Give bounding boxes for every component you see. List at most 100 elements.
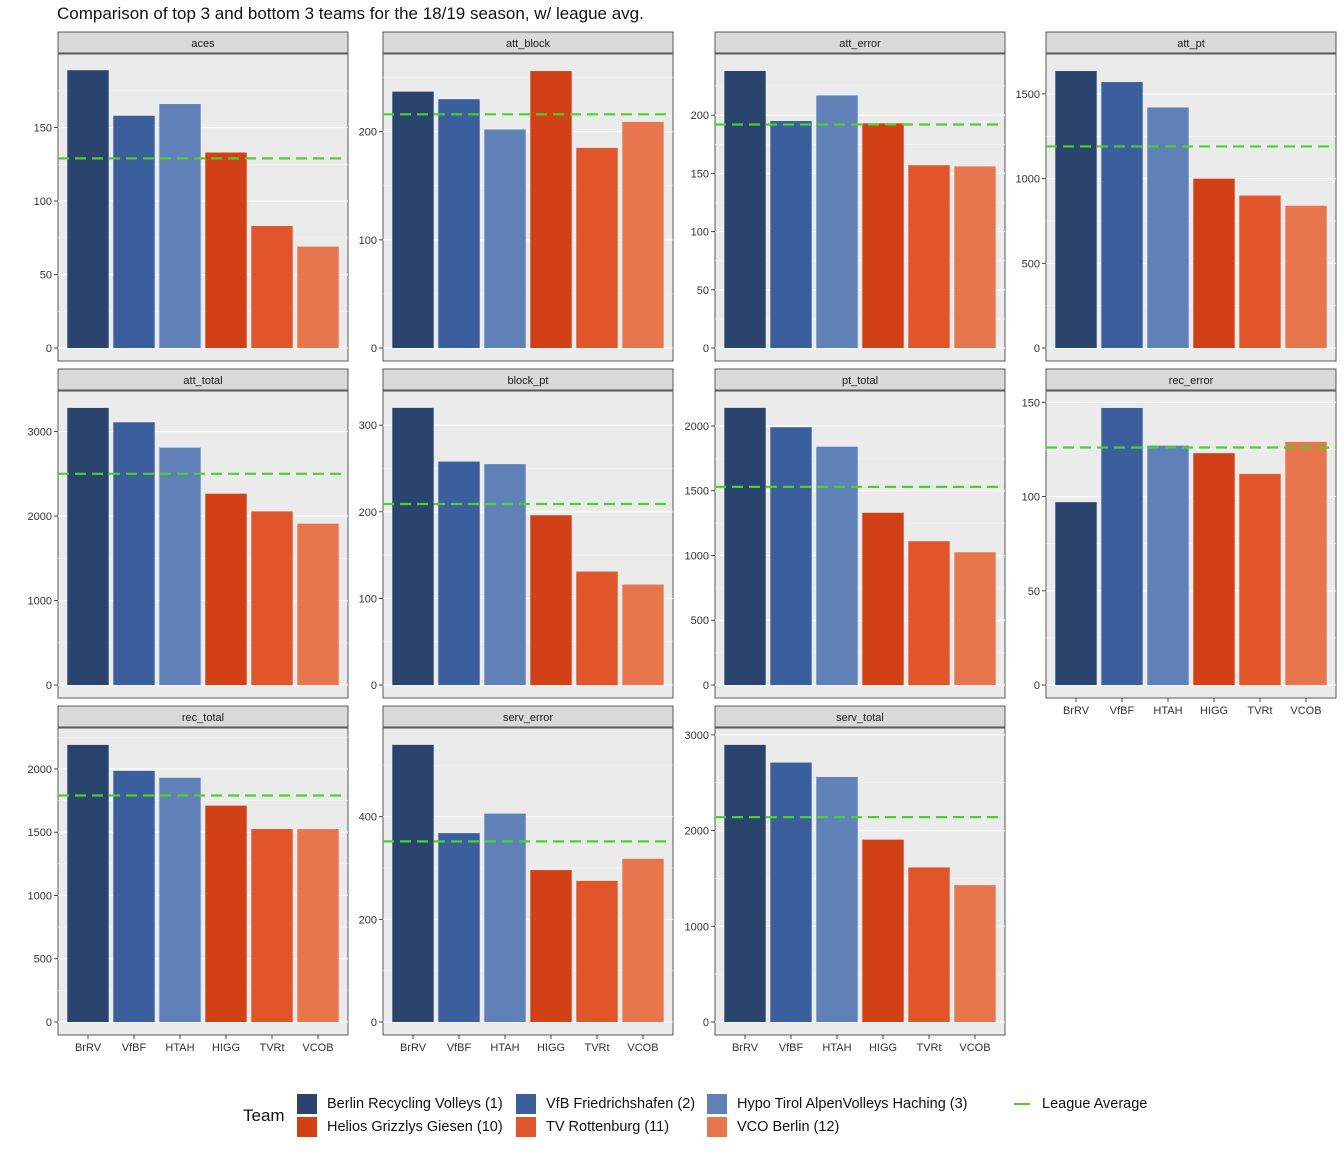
y-tick-label: 50 (40, 270, 52, 282)
x-tick-label: TVRt (916, 1042, 941, 1054)
bar-htah (816, 95, 858, 348)
bar-htah (159, 777, 201, 1022)
legend-title: Team (243, 1106, 285, 1125)
bar-vfbf (438, 833, 480, 1022)
facet-strip (382, 705, 674, 728)
facet-strip (57, 368, 349, 391)
bar-vcob (297, 246, 339, 348)
legend-swatch (516, 1117, 536, 1137)
x-tick-label: TVRt (584, 1042, 609, 1054)
bar-vcob (297, 523, 339, 685)
legend-item-vcob: VCO Berlin (12) (707, 1117, 839, 1137)
facet-strip (1045, 368, 1337, 391)
y-tick-label: 1000 (685, 550, 709, 562)
bar-tvrt (251, 511, 293, 685)
facet-label: serv_error (503, 712, 553, 724)
y-tick-label: 100 (359, 593, 377, 605)
facet-strip (714, 705, 1006, 728)
bar-vcob (1285, 441, 1327, 685)
y-tick-label: 2000 (685, 421, 709, 433)
facet-label: att_pt (1177, 38, 1205, 50)
y-tick-label: 1500 (1016, 89, 1040, 101)
y-tick-label: 50 (697, 285, 709, 297)
y-tick-label: 1000 (685, 921, 709, 933)
bar-vcob (622, 121, 664, 348)
legend-dashed-line (1012, 1094, 1032, 1114)
y-tick-label: 0 (46, 1017, 52, 1029)
y-tick-label: 3000 (28, 427, 52, 439)
bar-htah (159, 447, 201, 685)
facet-label: aces (191, 38, 215, 50)
x-tick-label: VfBF (1110, 705, 1135, 717)
bar-brrv (724, 744, 766, 1022)
legend-item-higg: Helios Grizzlys Giesen (10) (297, 1117, 503, 1137)
bar-vfbf (770, 762, 812, 1022)
facet-label: serv_total (836, 712, 884, 724)
bar-brrv (392, 91, 434, 349)
chart-title: Comparison of top 3 and bottom 3 teams f… (57, 4, 644, 23)
facet-strip (57, 705, 349, 728)
bar-higg (1193, 178, 1235, 348)
legend-label: Helios Grizzlys Giesen (10) (327, 1119, 503, 1135)
bar-higg (862, 123, 904, 349)
bar-vfbf (438, 461, 480, 685)
y-tick-label: 1500 (28, 827, 52, 839)
bar-higg (205, 805, 247, 1022)
y-tick-label: 150 (34, 123, 52, 135)
legend-item-league-average: League Average (1012, 1094, 1147, 1114)
legend-swatch (707, 1094, 727, 1114)
facet-strip (714, 368, 1006, 391)
facet-label: att_block (506, 38, 551, 50)
y-tick-label: 100 (34, 196, 52, 208)
facet-label: att_error (839, 38, 881, 50)
facet-label: pt_total (842, 375, 878, 387)
y-tick-label: 100 (359, 235, 377, 247)
x-tick-label: VCOB (1290, 705, 1321, 717)
x-tick-label: HTAH (1153, 705, 1182, 717)
bar-vcob (622, 858, 664, 1022)
x-tick-label: VfBF (447, 1042, 472, 1054)
legend-item-htah: Hypo Tirol AlpenVolleys Haching (3) (707, 1094, 968, 1114)
bar-brrv (392, 407, 434, 685)
bar-brrv (67, 744, 109, 1022)
bar-higg (862, 839, 904, 1022)
bar-htah (816, 776, 858, 1022)
legend-item-tvrt: TV Rottenburg (11) (516, 1117, 669, 1137)
bar-vcob (954, 166, 996, 348)
legend-label: Hypo Tirol AlpenVolleys Haching (3) (737, 1096, 968, 1112)
bar-vcob (954, 552, 996, 685)
y-tick-label: 2000 (28, 511, 52, 523)
legend-item-brrv: Berlin Recycling Volleys (1) (297, 1094, 503, 1114)
bar-vfbf (770, 121, 812, 349)
y-tick-label: 100 (691, 227, 709, 239)
y-tick-label: 0 (46, 343, 52, 355)
facet-strip (714, 31, 1006, 54)
facet-strip (382, 368, 674, 391)
bar-tvrt (908, 165, 950, 348)
y-tick-label: 2000 (28, 764, 52, 776)
bar-higg (862, 512, 904, 685)
bar-htah (1147, 445, 1189, 685)
legend-label: League Average (1042, 1096, 1148, 1112)
y-tick-label: 1000 (1016, 174, 1040, 186)
facet-strip (382, 31, 674, 54)
bar-vfbf (1101, 82, 1143, 348)
y-tick-label: 200 (359, 914, 377, 926)
bar-vcob (622, 584, 664, 685)
x-tick-label: HTAH (822, 1042, 851, 1054)
y-tick-label: 2000 (685, 826, 709, 838)
bar-brrv (1055, 71, 1097, 349)
legend-swatch (297, 1117, 317, 1137)
bar-vfbf (113, 115, 155, 349)
x-tick-label: VfBF (779, 1042, 804, 1054)
y-tick-label: 1500 (685, 486, 709, 498)
bar-brrv (67, 70, 109, 349)
facet-label: rec_total (182, 712, 224, 724)
bar-brrv (392, 744, 434, 1022)
bar-tvrt (1239, 473, 1281, 685)
legend-label: VfB Friedrichshafen (2) (546, 1096, 696, 1112)
x-tick-label: HIGG (869, 1042, 897, 1054)
y-tick-label: 500 (34, 954, 52, 966)
facet-label: rec_error (1169, 375, 1214, 387)
legend-item-vfbf: VfB Friedrichshafen (2) (516, 1094, 695, 1114)
